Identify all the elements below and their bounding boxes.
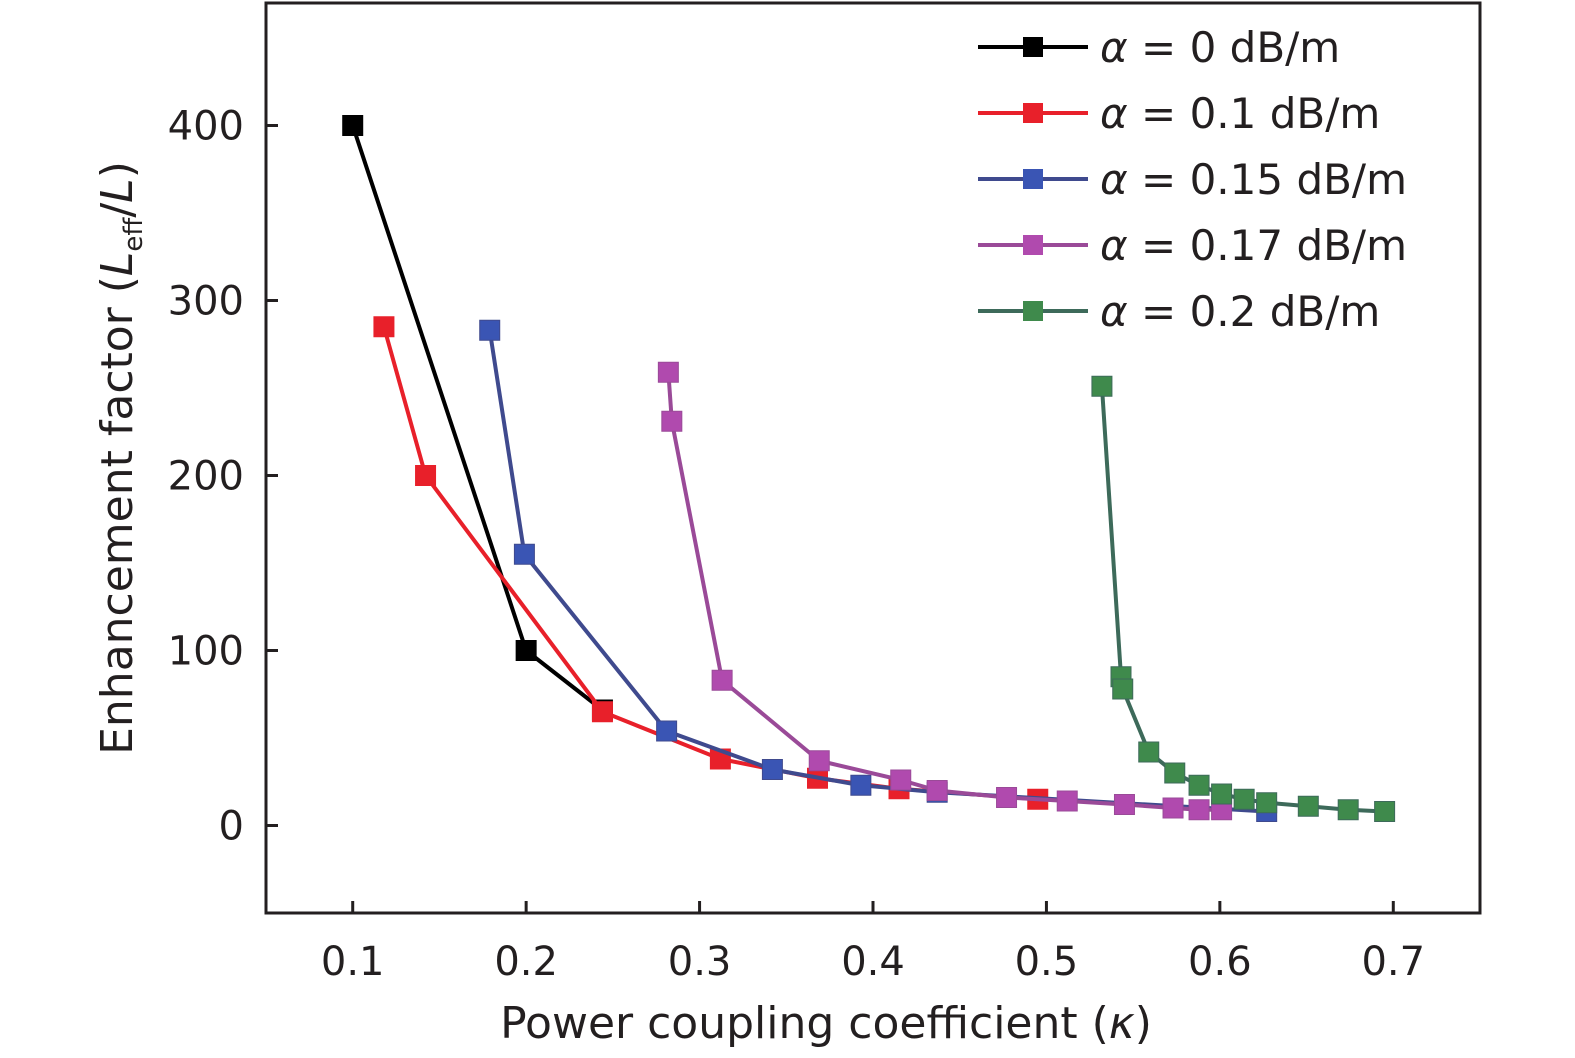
data-point <box>850 774 872 796</box>
data-point <box>1211 783 1233 805</box>
data-point <box>661 410 683 432</box>
data-point <box>808 750 830 772</box>
data-point <box>1337 799 1359 821</box>
axis-ticks: 0.1 0.2 0.3 0.4 0.5 0.6 0.7 0 100 200 300 400 <box>168 104 1425 986</box>
data-point <box>1162 797 1184 819</box>
legend-label: α = 0 dB/m <box>1100 23 1340 72</box>
x-axis-label: Power coupling coefficient (κ) <box>500 998 1152 1049</box>
legend-label: α = 0.17 dB/m <box>1100 221 1407 270</box>
legend-item: α = 0.17 dB/m <box>978 221 1407 270</box>
data-point <box>1112 678 1134 700</box>
legend-text: = 0 dB/m <box>1128 23 1341 72</box>
legend-label: α = 0.2 dB/m <box>1100 287 1380 336</box>
data-point <box>1113 794 1135 815</box>
legend-item: α = 0 dB/m <box>978 23 1340 72</box>
data-point <box>415 465 437 486</box>
legend-symbol: α <box>1100 23 1128 72</box>
plot-frame <box>264 1 1482 915</box>
legend: α = 0 dB/mα = 0.1 dB/mα = 0.15 dB/mα = 0… <box>978 23 1407 336</box>
series-4 <box>1091 375 1396 822</box>
y-tick-label: 0 <box>219 804 244 850</box>
data-point <box>515 640 537 661</box>
data-point <box>1297 795 1319 817</box>
x-tick-label: 0.7 <box>1361 939 1425 985</box>
legend-marker <box>1023 37 1043 57</box>
data-point <box>926 780 948 801</box>
data-point <box>761 759 783 780</box>
legend-text: = 0.2 dB/m <box>1128 287 1381 336</box>
data-point <box>1188 799 1210 821</box>
y-tick-label: 400 <box>168 104 244 150</box>
data-point <box>1374 801 1396 822</box>
data-point <box>1233 788 1255 810</box>
x-tick-label: 0.3 <box>668 939 732 985</box>
data-point <box>1164 762 1186 784</box>
series-0 <box>342 115 613 721</box>
series-group <box>342 115 1396 822</box>
data-point <box>1256 792 1278 814</box>
series-1 <box>373 316 1049 810</box>
data-point <box>656 720 678 742</box>
data-point <box>1138 741 1160 763</box>
data-point <box>711 669 733 691</box>
legend-symbol: α <box>1100 89 1128 138</box>
legend-marker <box>1023 103 1043 123</box>
legend-marker <box>1023 169 1043 189</box>
y-tick-label: 100 <box>168 629 244 675</box>
y-tick-label: 300 <box>168 279 244 325</box>
legend-text: = 0.15 dB/m <box>1128 155 1407 204</box>
x-tick-label: 0.4 <box>841 939 905 985</box>
series-3 <box>657 361 1233 821</box>
legend-label: α = 0.1 dB/m <box>1100 89 1380 138</box>
data-point <box>1091 375 1113 397</box>
series-line <box>487 329 1267 814</box>
data-point <box>1188 774 1210 796</box>
data-point <box>591 701 613 723</box>
data-point <box>342 115 364 136</box>
data-point <box>513 543 535 565</box>
legend-symbol: α <box>1100 287 1128 336</box>
data-point <box>373 316 395 338</box>
data-point <box>657 361 679 383</box>
legend-symbol: α <box>1100 221 1128 270</box>
data-point <box>996 787 1018 808</box>
legend-item: α = 0.1 dB/m <box>978 89 1380 138</box>
y-axis-label: Enhancement factor (Leff/L) <box>92 161 149 755</box>
legend-symbol: α <box>1100 155 1128 204</box>
x-tick-label: 0.2 <box>494 939 558 985</box>
legend-label: α = 0.15 dB/m <box>1100 155 1407 204</box>
series-line <box>350 124 604 712</box>
legend-marker <box>1023 301 1043 321</box>
x-tick-label: 0.5 <box>1015 939 1079 985</box>
legend-item: α = 0.15 dB/m <box>978 155 1407 204</box>
data-point <box>479 319 501 341</box>
legend-marker <box>1023 235 1043 255</box>
y-tick-label: 200 <box>168 454 244 500</box>
legend-item: α = 0.2 dB/m <box>978 287 1380 336</box>
series-line <box>382 326 1038 802</box>
legend-text: = 0.17 dB/m <box>1128 221 1407 270</box>
data-point <box>1056 790 1078 812</box>
data-point <box>890 769 912 791</box>
legend-text: = 0.1 dB/m <box>1128 89 1381 138</box>
x-tick-label: 0.6 <box>1188 939 1252 985</box>
x-tick-label: 0.1 <box>321 939 385 985</box>
